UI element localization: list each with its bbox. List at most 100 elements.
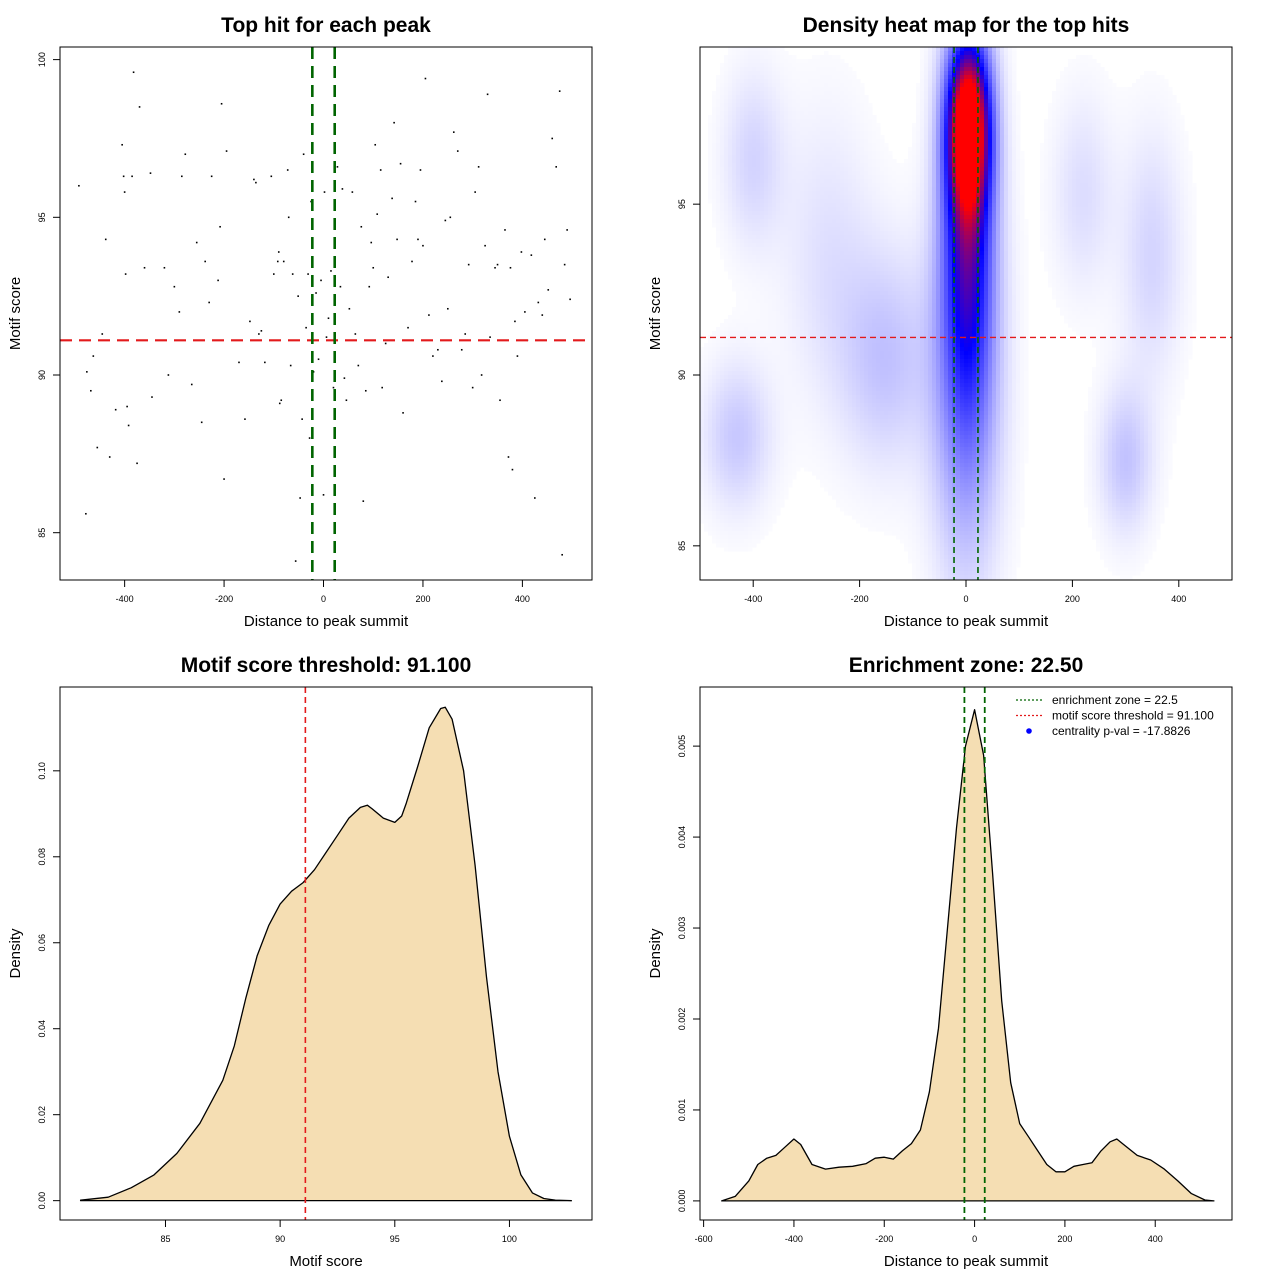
heatmap-cell	[756, 475, 761, 480]
heatmap-cell	[756, 79, 761, 84]
heatmap-cell	[836, 79, 841, 84]
heatmap-cell	[844, 127, 849, 132]
heatmap-cell	[700, 379, 705, 384]
heatmap-cell	[836, 399, 841, 404]
heatmap-cell	[752, 239, 757, 244]
heatmap-cell	[724, 87, 729, 92]
heatmap-cell	[772, 227, 777, 232]
heatmap-cell	[824, 179, 829, 184]
heatmap-cell	[716, 231, 721, 236]
scatter-point	[520, 251, 523, 253]
heatmap-cell	[844, 503, 849, 508]
heatmap-cell	[864, 451, 869, 456]
heatmap-cell	[824, 51, 829, 56]
heatmap-cell	[760, 203, 765, 208]
heatmap-cell	[852, 511, 857, 516]
heatmap-cell	[824, 395, 829, 400]
heatmap-cell	[808, 79, 813, 84]
heatmap-cell	[796, 219, 801, 224]
heatmap-cell	[748, 399, 753, 404]
heatmap-cell	[764, 523, 769, 528]
heatmap-cell	[872, 215, 877, 220]
heatmap-cell	[876, 239, 881, 244]
heatmap-cell	[772, 203, 777, 208]
heatmap-cell	[776, 195, 781, 200]
heatmap-cell	[780, 483, 785, 488]
heatmap-cell	[828, 319, 833, 324]
heatmap-cell	[748, 227, 753, 232]
heatmap-cell	[808, 463, 813, 468]
heatmap-cell	[756, 539, 761, 544]
heatmap-cell	[716, 415, 721, 420]
heatmap-cell	[816, 171, 821, 176]
heatmap-cell	[844, 359, 849, 364]
heatmap-cell	[840, 247, 845, 252]
heatmap-cell	[716, 119, 721, 124]
heatmap-cell	[812, 347, 817, 352]
heatmap-cell	[860, 271, 865, 276]
heatmap-cell	[732, 243, 737, 248]
heatmap-cell	[732, 315, 737, 320]
heatmap-cell	[760, 371, 765, 376]
heatmap-cell	[812, 443, 817, 448]
heatmap-cell	[740, 191, 745, 196]
heatmap-cell	[872, 339, 877, 344]
heatmap-cell	[804, 355, 809, 360]
heatmap-cell	[776, 163, 781, 168]
heatmap-cell	[820, 59, 825, 64]
heatmap-cell	[824, 223, 829, 228]
heatmap-cell	[716, 451, 721, 456]
heatmap-cell	[768, 259, 773, 264]
heatmap-cell	[764, 203, 769, 208]
heatmap-cell	[820, 139, 825, 144]
heatmap-cell	[708, 379, 713, 384]
heatmap-cell	[848, 247, 853, 252]
heatmap-cell	[800, 327, 805, 332]
heatmap-cell	[788, 87, 793, 92]
heatmap-cell	[856, 315, 861, 320]
heatmap-cell	[752, 395, 757, 400]
heatmap-cell	[828, 375, 833, 380]
heatmap-cell	[756, 411, 761, 416]
heatmap-cell	[764, 215, 769, 220]
heatmap-cell	[820, 251, 825, 256]
heatmap-cell	[720, 507, 725, 512]
heatmap-cell	[868, 211, 873, 216]
heatmap-cell	[712, 419, 717, 424]
heatmap-cell	[872, 255, 877, 260]
heatmap-cell	[800, 343, 805, 348]
heatmap-cell	[740, 495, 745, 500]
heatmap-cell	[876, 235, 881, 240]
heatmap-cell	[860, 327, 865, 332]
heatmap-cell	[776, 75, 781, 80]
heatmap-cell	[720, 183, 725, 188]
heatmap-cell	[844, 343, 849, 348]
heatmap-cell	[772, 183, 777, 188]
heatmap-cell	[828, 451, 833, 456]
heatmap-cell	[844, 391, 849, 396]
heatmap-cell	[780, 503, 785, 508]
heatmap-cell	[732, 147, 737, 152]
heatmap-cell	[788, 263, 793, 268]
heatmap-cell	[772, 119, 777, 124]
heatmap-cell	[784, 435, 789, 440]
heatmap-cell	[784, 403, 789, 408]
heatmap-cell	[740, 447, 745, 452]
scatter-point	[534, 497, 536, 499]
heatmap-cell	[816, 139, 821, 144]
heatmap-cell	[736, 155, 741, 160]
heatmap-cell	[840, 367, 845, 372]
heatmap-cell	[784, 95, 789, 100]
heatmap-cell	[796, 375, 801, 380]
heatmap-cell	[744, 175, 749, 180]
heatmap-cell	[872, 303, 877, 308]
heatmap-cell	[736, 159, 741, 164]
heatmap-cell	[828, 99, 833, 104]
heatmap-cell	[752, 287, 757, 292]
heatmap-cell	[856, 291, 861, 296]
heatmap-cell	[724, 323, 729, 328]
heatmap-cell	[860, 95, 865, 100]
heatmap-cell	[800, 195, 805, 200]
heatmap-cell	[852, 119, 857, 124]
